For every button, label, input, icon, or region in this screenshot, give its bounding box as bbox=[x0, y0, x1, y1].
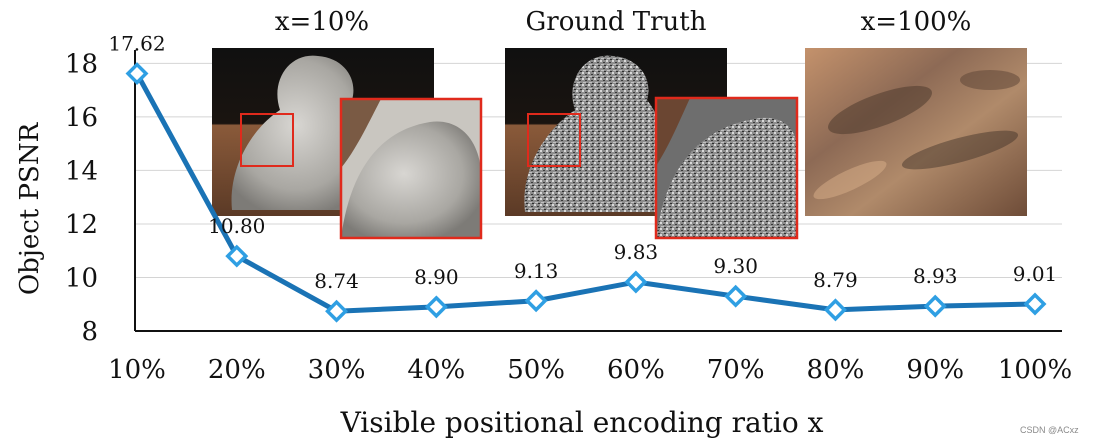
inset-x100-image bbox=[805, 48, 1027, 216]
data-point-40pct bbox=[424, 295, 448, 319]
x-axis-label: Visible positional encoding ratio x bbox=[340, 406, 824, 439]
inset-images bbox=[212, 48, 1027, 240]
watermark: CSDN @ACxz bbox=[1020, 425, 1079, 435]
data-label-30pct: 8.74 bbox=[314, 269, 359, 293]
x-tick-label-50pct: 50% bbox=[507, 355, 565, 385]
y-tick-label-12: 12 bbox=[65, 210, 98, 240]
y-tick-label-16: 16 bbox=[65, 103, 98, 133]
y-tick-label-10: 10 bbox=[65, 263, 98, 293]
data-label-80pct: 8.79 bbox=[813, 268, 858, 292]
inset-caption-x10: x=10% bbox=[275, 7, 369, 37]
y-tick-label-14: 14 bbox=[65, 156, 98, 186]
data-label-100pct: 9.01 bbox=[1013, 262, 1058, 286]
data-label-40pct: 8.90 bbox=[414, 265, 459, 289]
data-point-90pct bbox=[923, 294, 947, 318]
x-tick-label-60pct: 60% bbox=[607, 355, 665, 385]
x-tick-label-90pct: 90% bbox=[906, 355, 964, 385]
x-tick-label-100pct: 100% bbox=[998, 355, 1072, 385]
x-tick-label-40pct: 40% bbox=[407, 355, 465, 385]
x-tick-label-20pct: 20% bbox=[208, 355, 266, 385]
data-labels: 17.62 10.80 8.74 8.90 9.13 9.83 9.30 8.79 8.93 9.… bbox=[108, 32, 1057, 294]
data-label-60pct: 9.83 bbox=[614, 240, 659, 264]
axes bbox=[134, 50, 1062, 332]
data-label-90pct: 8.93 bbox=[913, 264, 958, 288]
x-tick-label-80pct: 80% bbox=[807, 355, 865, 385]
data-point-10pct bbox=[125, 62, 149, 86]
inset-x10-zoom bbox=[339, 97, 483, 240]
y-axis-label: Object PSNR bbox=[15, 121, 45, 295]
series-group bbox=[125, 62, 1047, 323]
inset-caption-x100: x=100% bbox=[861, 7, 972, 37]
y-tick-label-8: 8 bbox=[81, 317, 98, 347]
tick-labels: 8 10 12 14 16 18 10% 20% 30% 40% 50% 60% 70% 80% 90% 10… bbox=[65, 49, 1072, 385]
data-point-100pct bbox=[1023, 292, 1047, 316]
y-tick-label-18: 18 bbox=[65, 49, 98, 79]
x-tick-label-30pct: 30% bbox=[308, 355, 366, 385]
data-label-50pct: 9.13 bbox=[514, 259, 559, 283]
x-tick-label-70pct: 70% bbox=[707, 355, 765, 385]
series-line bbox=[134, 72, 1036, 314]
data-point-70pct bbox=[724, 284, 748, 308]
data-label-70pct: 9.30 bbox=[713, 254, 758, 278]
x-tick-label-10pct: 10% bbox=[108, 355, 166, 385]
data-point-30pct bbox=[325, 299, 349, 323]
inset-ground-truth-zoom bbox=[654, 96, 799, 240]
data-point-80pct bbox=[823, 298, 847, 322]
inset-caption-ground-truth: Ground Truth bbox=[526, 7, 707, 37]
data-point-20pct bbox=[225, 244, 249, 268]
data-label-10pct: 17.62 bbox=[108, 32, 165, 56]
data-label-20pct: 10.80 bbox=[208, 214, 265, 238]
data-point-50pct bbox=[524, 289, 548, 313]
data-point-60pct bbox=[624, 270, 648, 294]
